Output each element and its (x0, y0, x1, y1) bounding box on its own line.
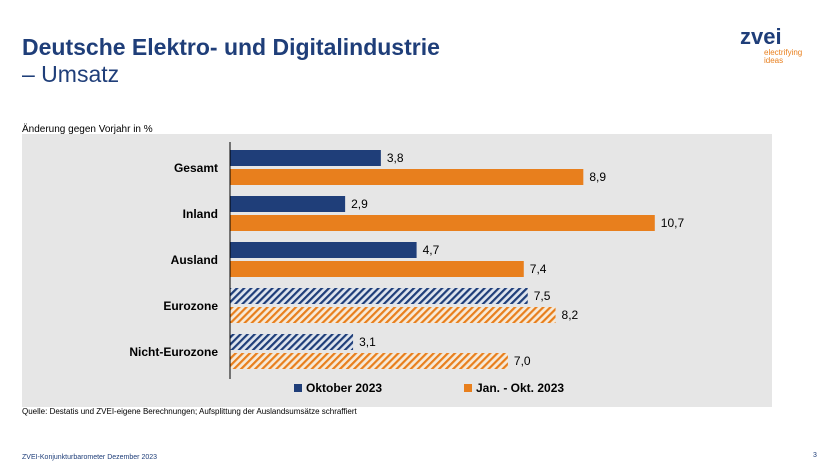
bar (230, 215, 655, 231)
bar-chart: Gesamt 3,8 8,9 Inland 2,9 10,7 Ausland 4,7 7,4 Eu… (129, 142, 685, 395)
chart-panel: Gesamt 3,8 8,9 Inland 2,9 10,7 Ausland 4,7 7,4 Eu… (22, 134, 772, 407)
report-name: ZVEI-Konjunkturbarometer Dezember 2023 (22, 454, 158, 461)
data-label: 8,2 (562, 308, 579, 322)
data-label: 2,9 (351, 197, 368, 211)
page-title: Deutsche Elektro- und Digitalindustrie (22, 34, 440, 60)
category-label: Eurozone (163, 299, 218, 313)
legend-swatch (464, 384, 472, 392)
logo-tagline: electrifying ideas (764, 48, 803, 65)
bar (230, 169, 584, 185)
legend-label: Jan. - Okt. 2023 (476, 381, 564, 395)
data-label: 7,0 (514, 354, 531, 368)
bar (230, 288, 528, 304)
data-label: 7,5 (534, 289, 551, 303)
data-label: 8,9 (589, 170, 606, 184)
logo-wordmark: zvei (740, 24, 782, 49)
category-label: Nicht-Eurozone (129, 345, 218, 359)
page-subtitle: – Umsatz (22, 61, 120, 87)
data-label: 4,7 (423, 243, 440, 257)
bar (230, 242, 417, 258)
bar (230, 261, 524, 277)
data-label: 7,4 (530, 262, 547, 276)
bar (230, 196, 346, 212)
category-label: Inland (183, 207, 218, 221)
bar (230, 334, 354, 350)
data-label: 10,7 (661, 216, 685, 230)
legend-swatch (294, 384, 302, 392)
bar (230, 150, 381, 166)
source-note: Quelle: Destatis und ZVEI-eigene Berechn… (22, 407, 357, 416)
bar (230, 353, 508, 369)
chart-axis-label: Änderung gegen Vorjahr in % (22, 124, 153, 135)
category-label: Gesamt (174, 161, 218, 175)
zvei-logo: zvei electrifying ideas (740, 26, 820, 66)
legend-label: Oktober 2023 (306, 381, 382, 395)
data-label: 3,8 (387, 151, 404, 165)
category-label: Ausland (171, 253, 218, 267)
bar (230, 307, 556, 323)
page-number: 3 (813, 452, 817, 459)
data-label: 3,1 (359, 335, 376, 349)
